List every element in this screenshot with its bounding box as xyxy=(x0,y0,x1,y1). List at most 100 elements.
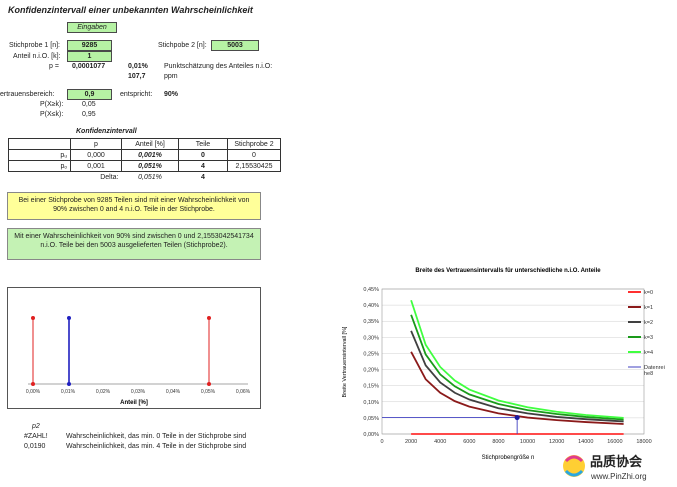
pxk2-label: P(X≤k): xyxy=(40,111,64,118)
stichprobe1-label: Stichprobe 1 [n]: xyxy=(9,42,60,49)
chart-y-tick-label: 0,45% xyxy=(363,287,379,293)
ki-header-stich2: Stichprobe 2 xyxy=(227,138,281,150)
ki-cell-stich2: 0 xyxy=(227,149,281,161)
delta-teile: 4 xyxy=(201,173,205,181)
anteil-chart-xlabel: Anteil [%] xyxy=(120,400,148,406)
chart-ylabel: Breite Vertrauensintervall [%] xyxy=(342,326,348,397)
legend-label: k=2 xyxy=(644,320,653,326)
legend-label: Datenrei he8 xyxy=(644,365,665,377)
pu-marker-top xyxy=(31,316,35,320)
p-percent: 0,01% xyxy=(128,63,148,70)
anteil-chart-tick-label: 0,04% xyxy=(166,389,181,395)
chart-x-tick-label: 18000 xyxy=(636,439,651,445)
chart-y-tick-label: 0,05% xyxy=(363,416,379,422)
anteil-chart-tick-label: 0,00% xyxy=(26,389,41,395)
ki-cell-anteil: 0,051% xyxy=(121,160,179,172)
pu-marker-bottom xyxy=(31,382,35,386)
punktschaetzung-label: Punktschätzung des Anteiles n.i.O: xyxy=(164,63,273,70)
p2-header: p2 xyxy=(32,423,40,430)
ki-cell-anteil: 0,001% xyxy=(121,149,179,161)
legend-label: k=3 xyxy=(644,335,653,341)
chart-y-tick-label: 0,40% xyxy=(363,303,379,309)
eingaben-button[interactable]: Eingaben xyxy=(67,22,117,33)
vertrauensbereich-label: ertrauensbereich: xyxy=(0,91,55,98)
pxk2-value: 0,95 xyxy=(82,111,96,118)
delta-label: Delta: xyxy=(100,173,119,181)
svg-text:www.PinZhi.org: www.PinZhi.org xyxy=(590,472,647,481)
table-row: pₒ 0,001 0,051% 4 2,15530425 xyxy=(8,160,281,172)
p2-row2-text: Wahrscheinlichkeit, das min. 4 Teile in … xyxy=(66,443,247,450)
p-label: p = xyxy=(49,63,59,70)
chart-x-tick-label: 14000 xyxy=(578,439,593,445)
anteil-input[interactable]: 1 xyxy=(67,51,112,62)
chart-title: Breite des Vertrauensintervalls für unte… xyxy=(415,268,601,274)
ki-caption: Konfidenzintervall xyxy=(76,128,137,135)
p2-row1-value: #ZAHL! xyxy=(24,433,48,440)
ppm-value: 107,7 xyxy=(128,73,146,80)
result-note-green: Mit einer Wahrscheinlichkeit von 90% sin… xyxy=(7,228,261,260)
result-note-yellow: Bei einer Stichprobe von 9285 Teilen sin… xyxy=(7,192,261,220)
chart-x-tick-label: 0 xyxy=(380,439,383,445)
svg-text:品质协会: 品质协会 xyxy=(590,454,643,469)
ki-cell-stich2: 2,15530425 xyxy=(227,160,281,172)
legend-label: k=1 xyxy=(644,305,653,311)
pinzhi-logo: 品质协会 www.PinZhi.org xyxy=(560,447,676,485)
vertrauensbereich-input[interactable]: 0,9 xyxy=(67,89,112,100)
series-line-k4 xyxy=(410,299,624,419)
anteil-chart-tick-label: 0,01% xyxy=(61,389,76,395)
p-marker-top xyxy=(67,316,71,320)
ki-header-p: p xyxy=(70,138,122,150)
stichprobe2-input[interactable]: 5003 xyxy=(211,40,259,51)
chart-y-tick-label: 0,20% xyxy=(363,368,379,374)
p2-row1-text: Wahrscheinlichkeit, das min. 0 Teile in … xyxy=(66,433,247,440)
chart-x-tick-label: 4000 xyxy=(434,439,446,445)
anteil-chart-tick-label: 0,06% xyxy=(236,389,251,395)
p-value: 0,0001077 xyxy=(72,63,106,70)
page-title: Konfidenzintervall einer unbekannten Wah… xyxy=(8,5,253,15)
anteil-chart: 0,00% 0,01% 0,02% 0,03% 0,04% 0,05% 0,06% Ante… xyxy=(26,316,251,406)
stichprobe1-input[interactable]: 9285 xyxy=(67,40,112,51)
interval-width-chart: Breite des Vertrauensintervalls für unte… xyxy=(342,268,665,461)
legend-label: k=4 xyxy=(644,350,653,356)
chart-x-tick-label: 16000 xyxy=(607,439,622,445)
anteil-chart-tick-label: 0,02% xyxy=(96,389,111,395)
datenreihe-point xyxy=(514,415,520,421)
ki-cell-p: 0,000 xyxy=(70,149,122,161)
chart-x-tick-label: 8000 xyxy=(492,439,504,445)
series-line-k2 xyxy=(410,330,624,423)
ki-cell-teile: 0 xyxy=(178,149,228,161)
delta-anteil: 0,051% xyxy=(138,173,162,181)
chart-y-tick-label: 0,00% xyxy=(363,432,379,438)
ki-header-teile: Teile xyxy=(178,138,228,150)
ki-row-label: pₒ xyxy=(8,160,71,172)
table-row: pᵤ 0,000 0,001% 0 0 xyxy=(8,149,281,161)
legend-label: k=0 xyxy=(644,290,653,296)
chart-xlabel: Stichprobengröße n xyxy=(482,455,535,461)
series-line-k1 xyxy=(410,351,624,425)
entspricht-value: 90% xyxy=(164,91,179,98)
chart-y-tick-label: 0,10% xyxy=(363,400,379,406)
ki-header-blank xyxy=(8,138,71,150)
chart-x-tick-label: 2000 xyxy=(405,439,417,445)
ki-cell-teile: 4 xyxy=(178,160,228,172)
anteil-label: Anteil n.i.O. [k]: xyxy=(13,53,61,60)
chart-x-tick-label: 12000 xyxy=(549,439,564,445)
chart-y-tick-label: 0,30% xyxy=(363,335,379,341)
ki-row-label: pᵤ xyxy=(8,149,71,161)
pxk1-value: 0,05 xyxy=(82,101,96,108)
po-marker-top xyxy=(207,316,211,320)
series-line-k3 xyxy=(410,314,624,421)
chart-y-tick-label: 0,15% xyxy=(363,384,379,390)
ppm-unit: ppm xyxy=(164,73,178,80)
chart-x-tick-label: 6000 xyxy=(463,439,475,445)
chart-y-tick-label: 0,35% xyxy=(363,319,379,325)
entspricht-label: entspricht: xyxy=(120,91,153,98)
ki-cell-p: 0,001 xyxy=(70,160,122,172)
po-marker-bottom xyxy=(207,382,211,386)
ki-table: p Anteil [%] Teile Stichprobe 2 pᵤ 0,000… xyxy=(8,138,281,182)
p-marker-bottom xyxy=(67,382,71,386)
ki-header-anteil: Anteil [%] xyxy=(121,138,179,150)
chart-plot-area xyxy=(381,288,645,435)
anteil-chart-tick-label: 0,05% xyxy=(201,389,216,395)
chart-x-tick-label: 10000 xyxy=(520,439,535,445)
